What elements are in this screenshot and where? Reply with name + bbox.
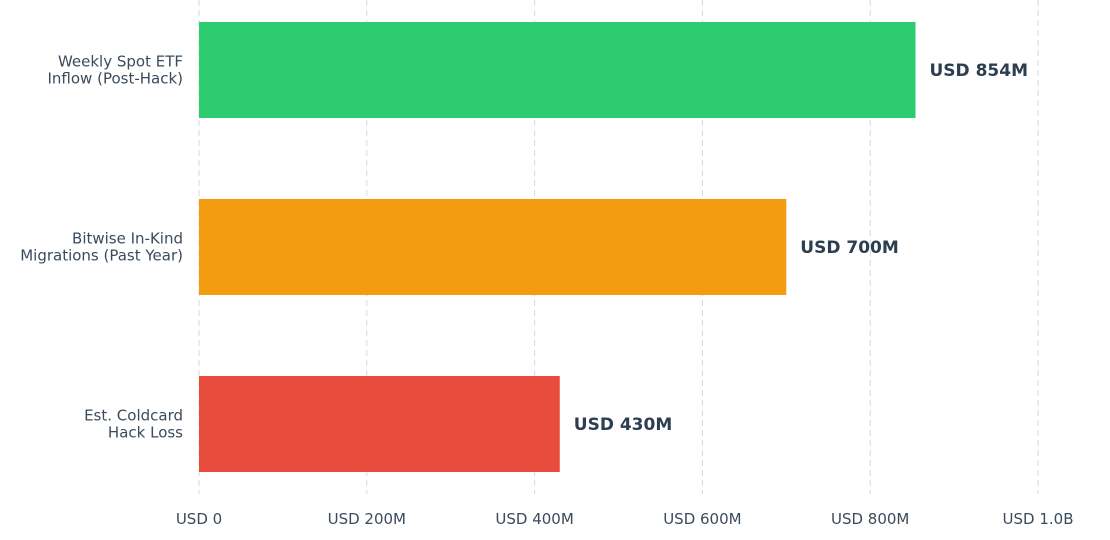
x-tick-label: USD 800M (831, 510, 909, 528)
value-labels: USD 854M USD 700M USD 430M (574, 61, 1028, 435)
category-label: Est. Coldcard (84, 407, 183, 425)
bars (199, 22, 916, 472)
bar (199, 376, 560, 472)
bar-value-label: USD 430M (574, 415, 672, 435)
bar (199, 22, 916, 118)
bar (199, 199, 787, 295)
category-label: Hack Loss (108, 424, 183, 442)
x-tick-label: USD 200M (328, 510, 406, 528)
category-label: Migrations (Past Year) (20, 247, 183, 265)
bar-value-label: USD 854M (930, 61, 1028, 81)
category-label: Inflow (Post-Hack) (48, 70, 184, 88)
category-label: Bitwise In-Kind (72, 230, 183, 248)
x-tick-label: USD 0 (176, 510, 222, 528)
category-label: Weekly Spot ETF (58, 53, 183, 71)
bar-value-label: USD 700M (800, 238, 898, 258)
x-tick-label: USD 400M (495, 510, 573, 528)
x-tick-label: USD 600M (663, 510, 741, 528)
x-tick-label: USD 1.0B (1003, 510, 1074, 528)
x-axis-ticks: USD 0 USD 200M USD 400M USD 600M USD 800M USD… (176, 510, 1074, 528)
